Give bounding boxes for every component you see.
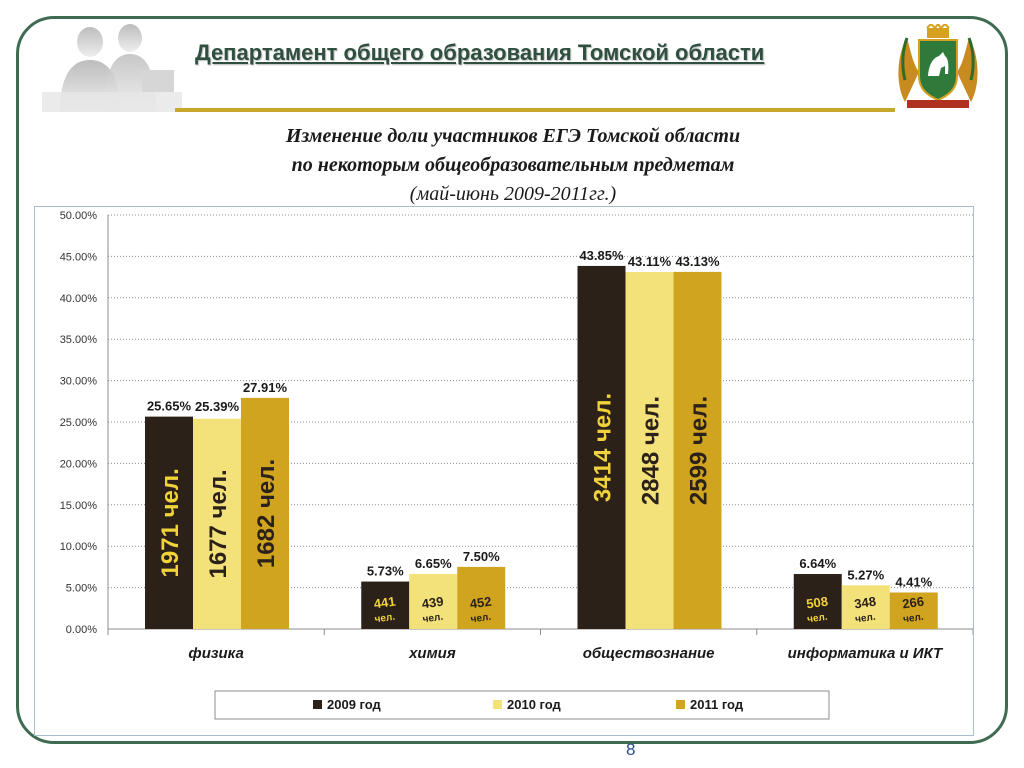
legend-label: 2010 год — [507, 697, 562, 712]
legend-swatch — [313, 700, 322, 709]
count-label: 439 — [421, 594, 445, 612]
bar — [193, 418, 241, 629]
count-label: 452 — [469, 594, 493, 612]
data-label: 25.39% — [195, 399, 240, 414]
count-label: 508 — [805, 594, 829, 612]
chart-title: Изменение доли участников ЕГЭ Томской об… — [200, 122, 826, 209]
y-tick-label: 40.00% — [60, 293, 98, 305]
data-label: 43.13% — [675, 254, 720, 269]
count-unit-label: чел. — [902, 612, 924, 626]
bar — [361, 581, 410, 629]
chart-title-line1: Изменение доли участников ЕГЭ Томской об… — [285, 125, 741, 147]
count-label: 1677 чел. — [205, 469, 232, 578]
chart-title-period: (май-июнь 2009-2011гг.) — [409, 183, 617, 205]
y-tick-label: 15.00% — [60, 500, 98, 512]
bar — [241, 397, 289, 629]
count-unit-label: чел. — [422, 612, 444, 626]
chart-title-line2: по некоторым общеобразовательным предмет… — [291, 154, 735, 176]
y-tick-label: 0.00% — [66, 624, 97, 636]
count-label: 3414 чел. — [590, 393, 617, 502]
y-tick-label: 5.00% — [66, 583, 97, 595]
bar — [841, 585, 890, 629]
legend-swatch — [676, 700, 685, 709]
data-label: 6.65% — [415, 556, 452, 571]
bar-chart: 0.00% 5.00% 10.00% 15.00% 20.00% 25.00% 30.00%… — [60, 210, 974, 720]
legend-label: 2011 год — [690, 697, 744, 712]
count-label: 441 — [373, 594, 397, 612]
y-tick-label: 30.00% — [60, 376, 98, 388]
bar — [625, 272, 674, 629]
data-label: 27.91% — [243, 380, 288, 395]
bar — [673, 271, 722, 629]
count-unit-label: чел. — [806, 612, 828, 626]
category-label: информатика и ИКТ — [788, 645, 944, 662]
data-label: 6.64% — [799, 556, 836, 571]
bar — [793, 574, 842, 629]
count-label: 1971 чел. — [157, 468, 184, 577]
data-label: 7.50% — [463, 549, 500, 564]
category-label: физика — [188, 645, 243, 662]
header-title: Департамент общего образования Томской о… — [195, 40, 765, 65]
page-number: 8 — [626, 740, 636, 759]
legend-label: 2009 год — [327, 697, 382, 712]
y-tick-label: 35.00% — [60, 334, 98, 346]
data-label: 5.27% — [847, 567, 884, 582]
y-tick-label: 45.00% — [60, 251, 98, 263]
chart-area: 0.00% 5.00% 10.00% 15.00% 20.00% 25.00% 30.00%… — [34, 206, 974, 736]
data-label: 5.73% — [367, 564, 404, 579]
legend-swatch — [493, 700, 502, 709]
category-label: химия — [408, 645, 456, 662]
data-label: 43.11% — [628, 254, 672, 269]
data-label: 25.65% — [147, 399, 192, 414]
count-unit-label: чел. — [470, 612, 492, 626]
coat-of-arms-icon — [893, 22, 983, 117]
count-unit-label: чел. — [374, 612, 396, 626]
count-label: 348 — [853, 594, 877, 612]
count-label: 1682 чел. — [253, 459, 280, 568]
y-tick-label: 25.00% — [60, 417, 98, 429]
people-silhouette-icon — [42, 20, 182, 117]
category-label: обществознание — [583, 645, 715, 662]
bar — [577, 265, 626, 629]
bar — [457, 566, 506, 629]
y-tick-label: 10.00% — [60, 541, 98, 553]
count-label: 2599 чел. — [686, 396, 713, 505]
count-unit-label: чел. — [854, 612, 876, 626]
header-underline — [175, 108, 895, 112]
bar — [409, 573, 458, 629]
count-label: 2848 чел. — [638, 396, 665, 505]
bar — [889, 592, 938, 629]
y-tick-label: 20.00% — [60, 458, 98, 470]
count-label: 266 — [901, 594, 925, 612]
y-tick-label: 50.00% — [60, 210, 98, 222]
bar — [145, 416, 193, 629]
data-label: 43.85% — [579, 248, 624, 263]
data-label: 4.41% — [895, 574, 932, 589]
